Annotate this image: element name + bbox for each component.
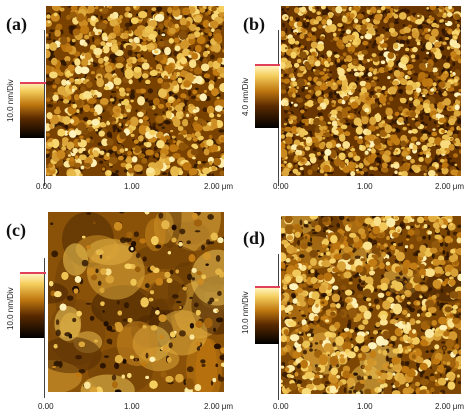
panel-label-a: (a) — [6, 14, 27, 34]
afm-image-a — [46, 6, 224, 176]
colorbar-marker-b — [255, 64, 280, 66]
colorbar-axis-a — [44, 30, 45, 186]
colorbar-d — [255, 288, 279, 344]
colorbar-c — [20, 274, 44, 338]
scale-label-a: 10.0 nm/Div — [6, 79, 15, 122]
panel-label-c: (c) — [6, 220, 26, 240]
scale-label-c: 10.0 nm/Div — [6, 287, 15, 330]
panel-d: (d) 10.0 nm/Div 0.00 1.00 2.00 μm — [237, 208, 474, 416]
afm-texture-b — [281, 6, 461, 176]
afm-texture-c — [48, 212, 224, 392]
tick-d-2: 2.00 μm — [435, 402, 465, 411]
colorbar-marker-a — [20, 82, 46, 84]
panel-c: (c) 10.0 nm/Div 0.00 1.00 2.00 μm — [0, 208, 237, 416]
tick-a-1: 1.00 — [124, 182, 140, 191]
colorbar-axis-c — [44, 258, 45, 398]
panel-a: (a) 10.0 nm/Div 0.00 1.00 2.00 μm — [0, 0, 237, 208]
colorbar-marker-d — [255, 286, 280, 288]
afm-image-b — [281, 6, 461, 176]
panel-label-b: (b) — [243, 14, 265, 34]
tick-d-0: 0.00 — [273, 402, 289, 411]
tick-a-0: 0.00 — [36, 182, 52, 191]
panel-b: (b) 4.0 nm/Div 0.00 1.00 2.00 μm — [237, 0, 474, 208]
colorbar-marker-c — [20, 272, 46, 274]
colorbar-a — [20, 82, 44, 138]
tick-b-0: 0.00 — [273, 182, 289, 191]
panel-label-d: (d) — [243, 228, 265, 248]
tick-b-2: 2.00 μm — [435, 182, 465, 191]
scale-label-b: 4.0 nm/Div — [241, 77, 250, 116]
colorbar-b — [255, 66, 279, 128]
tick-a-2: 2.00 μm — [204, 182, 234, 191]
afm-texture-a — [46, 6, 224, 176]
tick-c-1: 1.00 — [124, 402, 140, 411]
tick-c-0: 0.00 — [38, 402, 54, 411]
afm-image-c — [48, 212, 224, 392]
scale-label-d: 10.0 nm/Div — [241, 291, 250, 334]
afm-texture-d — [281, 216, 461, 394]
tick-c-2: 2.00 μm — [204, 402, 234, 411]
tick-b-1: 1.00 — [357, 182, 373, 191]
afm-image-d — [281, 216, 461, 394]
tick-d-1: 1.00 — [357, 402, 373, 411]
